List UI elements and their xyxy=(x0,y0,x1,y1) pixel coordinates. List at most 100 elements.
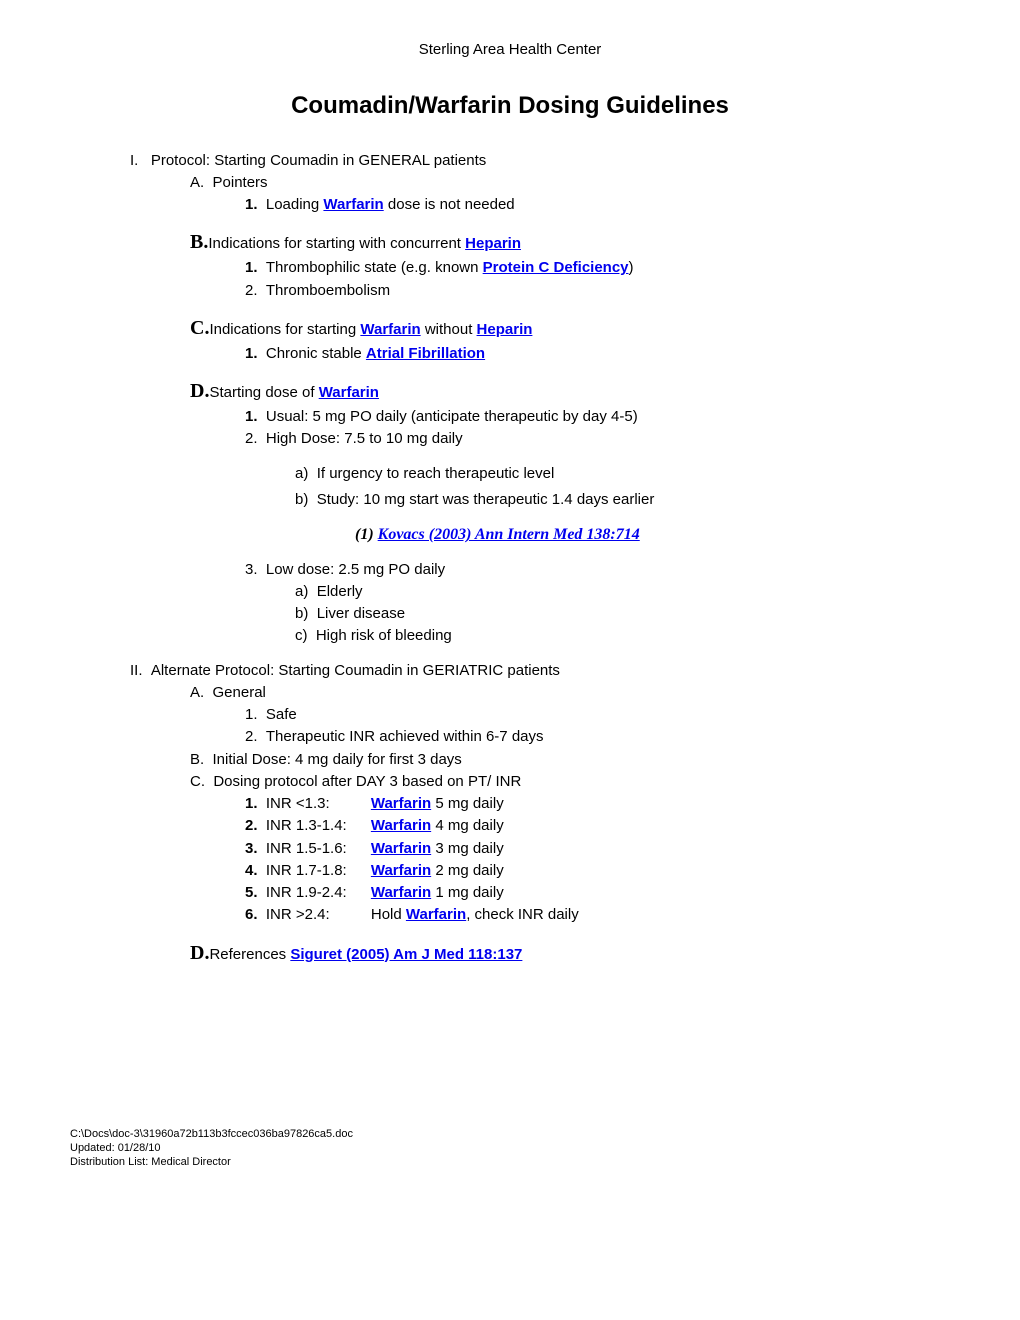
text: Indications for starting xyxy=(209,321,360,338)
text: without xyxy=(421,321,477,338)
protein-c-link[interactable]: Protein C Deficiency xyxy=(483,259,629,276)
text: Chronic stable xyxy=(266,345,366,362)
text: Hold xyxy=(371,906,406,923)
section-1-heading: I. Protocol: Starting Coumadin in GENERA… xyxy=(130,151,950,171)
dose-text: 2 mg daily xyxy=(431,862,504,879)
section-1-text: Protocol: Starting Coumadin in GENERAL p… xyxy=(151,152,486,169)
citation-kovacs: (1) Kovacs (2003) Ann Intern Med 138:714 xyxy=(355,524,950,546)
num: 5. xyxy=(245,884,258,901)
text: dose is not needed xyxy=(384,196,515,213)
section-2d: D.References Siguret (2005) Am J Med 118… xyxy=(190,940,950,967)
footer-filepath: C:\Docs\doc-3\31960a72b113b3fccec036ba97… xyxy=(70,1127,950,1141)
text: Usual: 5 mg PO daily (anticipate therape… xyxy=(266,408,638,425)
inr-range: INR 1.9-2.4: xyxy=(266,883,371,903)
text: Low dose: 2.5 mg PO daily xyxy=(266,561,445,578)
section-1b: B.Indications for starting with concurre… xyxy=(190,229,950,256)
section-1b-title: Indications for starting with concurrent xyxy=(208,235,465,252)
section-2a-1: 1. Safe xyxy=(245,705,950,725)
inr-row: 3. INR 1.5-1.6:Warfarin 3 mg daily xyxy=(245,839,950,859)
section-1b-2: 2. Thromboembolism xyxy=(245,281,950,301)
text: Liver disease xyxy=(317,605,405,622)
inr-range: INR 1.3-1.4: xyxy=(266,816,371,836)
text: , check INR daily xyxy=(466,906,579,923)
section-2-heading: II. Alternate Protocol: Starting Coumadi… xyxy=(130,661,950,681)
section-1d-2a: a) If urgency to reach therapeutic level xyxy=(295,464,950,484)
num: 1. xyxy=(245,795,258,812)
text: High risk of bleeding xyxy=(316,627,452,644)
warfarin-link[interactable]: Warfarin xyxy=(406,906,466,923)
section-1d: D.Starting dose of Warfarin xyxy=(190,378,950,405)
inr-range: INR 1.5-1.6: xyxy=(266,839,371,859)
warfarin-link[interactable]: Warfarin xyxy=(371,862,431,879)
warfarin-link[interactable]: Warfarin xyxy=(371,795,431,812)
inr-row: 1. INR <1.3:Warfarin 5 mg daily xyxy=(245,794,950,814)
inr-range: INR <1.3: xyxy=(266,794,371,814)
inr-range: INR 1.7-1.8: xyxy=(266,861,371,881)
cite-prefix: (1) xyxy=(355,526,378,543)
page-title: Coumadin/Warfarin Dosing Guidelines xyxy=(70,90,950,122)
section-1a: A. Pointers xyxy=(190,173,950,193)
dose-text: 4 mg daily xyxy=(431,817,504,834)
section-2-text: Alternate Protocol: Starting Coumadin in… xyxy=(151,662,560,679)
warfarin-link[interactable]: Warfarin xyxy=(371,817,431,834)
footer-distribution: Distribution List: Medical Director xyxy=(70,1155,950,1169)
inr-dosing-rows: 1. INR <1.3:Warfarin 5 mg daily2. INR 1.… xyxy=(70,794,950,903)
section-2a: A. General xyxy=(190,683,950,703)
section-2b: B. Initial Dose: 4 mg daily for first 3 … xyxy=(190,750,950,770)
heparin-link[interactable]: Heparin xyxy=(465,235,521,252)
num: 3. xyxy=(245,840,258,857)
section-1d-3b: b) Liver disease xyxy=(295,604,950,624)
section-1d-1: 1. Usual: 5 mg PO daily (anticipate ther… xyxy=(245,407,950,427)
section-1d-2: 2. High Dose: 7.5 to 10 mg daily xyxy=(245,429,950,449)
atrial-fibrillation-link[interactable]: Atrial Fibrillation xyxy=(366,345,485,362)
warfarin-link[interactable]: Warfarin xyxy=(371,840,431,857)
section-2a-2: 2. Therapeutic INR achieved within 6-7 d… xyxy=(245,727,950,747)
siguret-citation-link[interactable]: Siguret (2005) Am J Med 118:137 xyxy=(290,946,522,963)
section-1c-1: 1. Chronic stable Atrial Fibrillation xyxy=(245,344,950,364)
text: General xyxy=(213,684,266,701)
text: Initial Dose: 4 mg daily for first 3 day… xyxy=(213,751,462,768)
text: Thrombophilic state (e.g. known xyxy=(266,259,483,276)
heparin-link[interactable]: Heparin xyxy=(477,321,533,338)
text: Loading xyxy=(266,196,324,213)
section-1a-1: 1. Loading Warfarin dose is not needed xyxy=(245,195,950,215)
organization-header: Sterling Area Health Center xyxy=(70,40,950,60)
section-2c: C. Dosing protocol after DAY 3 based on … xyxy=(190,772,950,792)
section-1a-title: Pointers xyxy=(213,174,268,191)
section-1d-3: 3. Low dose: 2.5 mg PO daily xyxy=(245,560,950,580)
inr-row: 2. INR 1.3-1.4:Warfarin 4 mg daily xyxy=(245,816,950,836)
section-1b-1: 1. Thrombophilic state (e.g. known Prote… xyxy=(245,258,950,278)
dose-text: 3 mg daily xyxy=(431,840,504,857)
footer-updated: Updated: 01/28/10 xyxy=(70,1141,950,1155)
section-1d-2b: b) Study: 10 mg start was therapeutic 1.… xyxy=(295,490,950,510)
text: Study: 10 mg start was therapeutic 1.4 d… xyxy=(317,491,655,508)
text: If urgency to reach therapeutic level xyxy=(317,465,555,482)
text: Thromboembolism xyxy=(266,282,390,299)
text: Starting dose of xyxy=(209,384,318,401)
warfarin-link[interactable]: Warfarin xyxy=(319,384,379,401)
dose-text: 1 mg daily xyxy=(431,884,504,901)
document-footer: C:\Docs\doc-3\31960a72b113b3fccec036ba97… xyxy=(70,1127,950,1170)
text: Therapeutic INR achieved within 6-7 days xyxy=(266,728,544,745)
text: Dosing protocol after DAY 3 based on PT/… xyxy=(213,773,521,790)
section-1c: C.Indications for starting Warfarin with… xyxy=(190,315,950,342)
text: ) xyxy=(629,259,634,276)
inr-row: 4. INR 1.7-1.8:Warfarin 2 mg daily xyxy=(245,861,950,881)
inr-row: 5. INR 1.9-2.4:Warfarin 1 mg daily xyxy=(245,883,950,903)
text: Safe xyxy=(266,706,297,723)
kovacs-citation-link[interactable]: Kovacs (2003) Ann Intern Med 138:714 xyxy=(378,526,640,543)
num: 4. xyxy=(245,862,258,879)
text: References xyxy=(209,946,290,963)
section-2c-6: 6. INR >2.4:Hold Warfarin, check INR dai… xyxy=(245,905,950,925)
num: 6. xyxy=(245,906,258,923)
section-1d-3c: c) High risk of bleeding xyxy=(295,626,950,646)
text: Elderly xyxy=(317,583,363,600)
warfarin-link[interactable]: Warfarin xyxy=(360,321,420,338)
text: High Dose: 7.5 to 10 mg daily xyxy=(266,430,463,447)
dose-text: 5 mg daily xyxy=(431,795,504,812)
warfarin-link[interactable]: Warfarin xyxy=(323,196,383,213)
warfarin-link[interactable]: Warfarin xyxy=(371,884,431,901)
inr-range: INR >2.4: xyxy=(266,905,371,925)
section-1d-3a: a) Elderly xyxy=(295,582,950,602)
num: 2. xyxy=(245,817,258,834)
